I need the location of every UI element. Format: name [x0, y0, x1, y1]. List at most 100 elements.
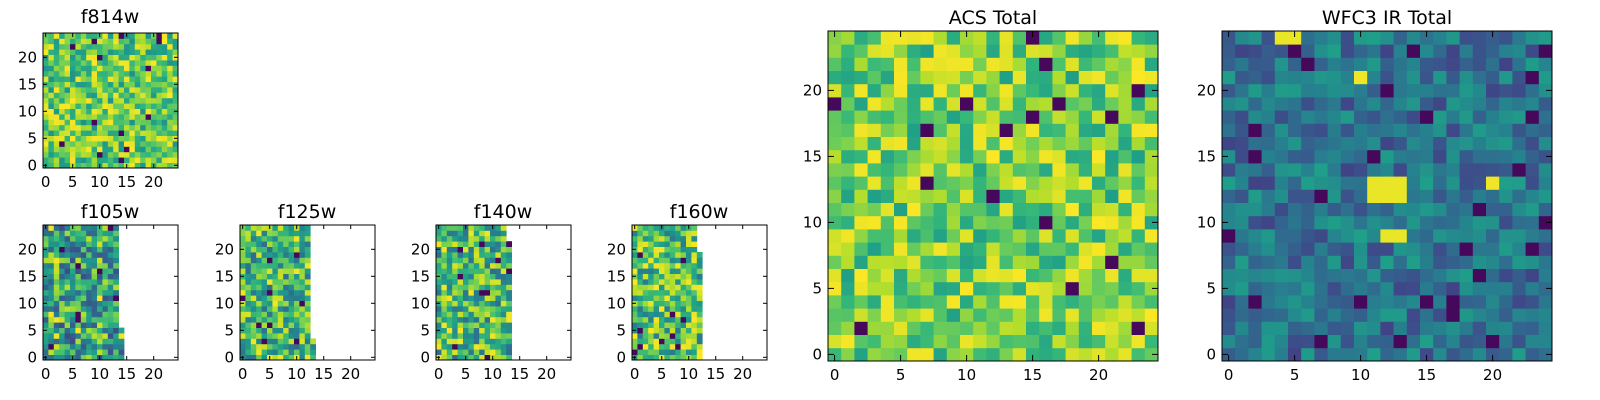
heatmap-cell	[80, 289, 87, 296]
heatmap-cell	[304, 246, 311, 253]
heatmap-cell	[102, 257, 109, 264]
heatmap-cell	[468, 349, 475, 355]
heatmap-cell	[1380, 202, 1394, 217]
heatmap-cell	[277, 268, 284, 274]
heatmap-cell	[97, 146, 103, 153]
heatmap-cell	[75, 327, 82, 334]
heatmap-cell	[245, 343, 252, 350]
heatmap-cell	[1499, 255, 1513, 269]
heatmap-cell	[894, 31, 908, 45]
heatmap-cell	[1486, 308, 1500, 322]
heatmap-cell	[75, 76, 82, 82]
heatmap-cell	[659, 300, 665, 307]
heatmap-cell	[452, 343, 458, 350]
heatmap-cell	[107, 33, 114, 39]
heatmap-cell	[446, 273, 453, 280]
heatmap-cell	[490, 279, 496, 285]
heatmap-cell	[1274, 308, 1289, 322]
heatmap-cell	[1261, 334, 1276, 349]
heatmap-cell	[140, 151, 146, 158]
heatmap-cell	[140, 114, 146, 120]
heatmap-cell	[999, 268, 1014, 283]
heatmap-cell	[484, 333, 491, 339]
heatmap-cell	[1433, 268, 1447, 283]
heatmap-cell	[1327, 242, 1342, 256]
heatmap-cell	[107, 306, 114, 312]
heatmap-cell	[1261, 189, 1276, 203]
heatmap-cell	[1354, 321, 1368, 335]
x-tick-label: 0	[434, 365, 444, 383]
heatmap-cell	[156, 49, 163, 55]
heatmap-cell	[1340, 295, 1355, 309]
heatmap-cell	[1420, 97, 1434, 111]
heatmap-cell	[1420, 334, 1434, 349]
heatmap-cell	[107, 97, 114, 104]
heatmap-cell	[48, 246, 55, 253]
heatmap-cell	[124, 60, 130, 66]
heatmap-cell	[686, 241, 692, 247]
heatmap-cell	[80, 306, 87, 312]
heatmap-cell	[468, 322, 475, 328]
heatmap-cell	[53, 273, 60, 280]
heatmap-cell	[854, 334, 868, 349]
heatmap-cell	[1367, 44, 1381, 58]
heatmap-cell	[1472, 268, 1487, 283]
heatmap-cell	[653, 246, 660, 253]
heatmap-cell	[102, 130, 109, 136]
heatmap-cell	[107, 289, 114, 296]
heatmap-cell	[97, 241, 103, 247]
heatmap-cell	[1512, 163, 1526, 177]
heatmap-cell	[973, 70, 987, 85]
heatmap-cell	[70, 141, 76, 147]
heatmap-cell	[479, 349, 485, 355]
heatmap-cell	[245, 289, 252, 296]
heatmap-cell	[1065, 281, 1080, 296]
heatmap-cell	[1261, 268, 1276, 283]
heatmap-cell	[97, 43, 103, 50]
heatmap-cell	[675, 338, 681, 345]
heatmap-cell	[691, 316, 698, 323]
heatmap-cell	[495, 230, 502, 237]
heatmap-cell	[129, 108, 136, 115]
heatmap-cell	[1354, 281, 1368, 296]
heatmap-cell	[1274, 44, 1289, 58]
heatmap-cell	[973, 308, 987, 322]
heatmap-cell	[1274, 202, 1289, 217]
heatmap-cell	[1288, 347, 1302, 362]
heatmap-cell	[1012, 268, 1027, 283]
heatmap-cell	[107, 146, 114, 153]
heatmap-cell	[75, 146, 82, 153]
heatmap-cell	[80, 38, 87, 45]
heatmap-cell	[1525, 215, 1540, 230]
heatmap-cell	[304, 316, 311, 323]
heatmap-cell	[1499, 149, 1513, 164]
heatmap-cell	[1538, 83, 1553, 98]
heatmap-cell	[669, 306, 676, 312]
heatmap-cell	[53, 108, 60, 115]
heatmap-cell	[669, 322, 676, 328]
heatmap-cell	[134, 38, 141, 45]
heatmap-cell	[1406, 189, 1421, 203]
heatmap-cell	[648, 225, 654, 231]
heatmap-cell	[75, 279, 82, 285]
heatmap-cell	[107, 141, 114, 147]
heatmap-cell	[1538, 347, 1553, 362]
heatmap-cell	[463, 295, 469, 301]
heatmap-cell	[1092, 97, 1106, 111]
heatmap-cell	[446, 354, 453, 361]
heatmap-cell	[1327, 123, 1342, 137]
heatmap-cell	[64, 338, 71, 345]
heatmap-cell	[1131, 295, 1146, 309]
heatmap-cell	[1446, 295, 1460, 309]
heatmap-cell	[446, 306, 453, 312]
heatmap-cell	[986, 347, 1000, 362]
heatmap-cell	[1078, 44, 1093, 58]
heatmap-cell	[1327, 163, 1342, 177]
heatmap-cell	[495, 289, 502, 296]
heatmap-cell	[653, 273, 660, 280]
heatmap-cell	[1274, 176, 1289, 190]
heatmap-cell	[53, 252, 60, 258]
heatmap-cell	[107, 81, 114, 88]
heatmap-cell	[1222, 202, 1236, 217]
heatmap-cell	[70, 81, 76, 88]
